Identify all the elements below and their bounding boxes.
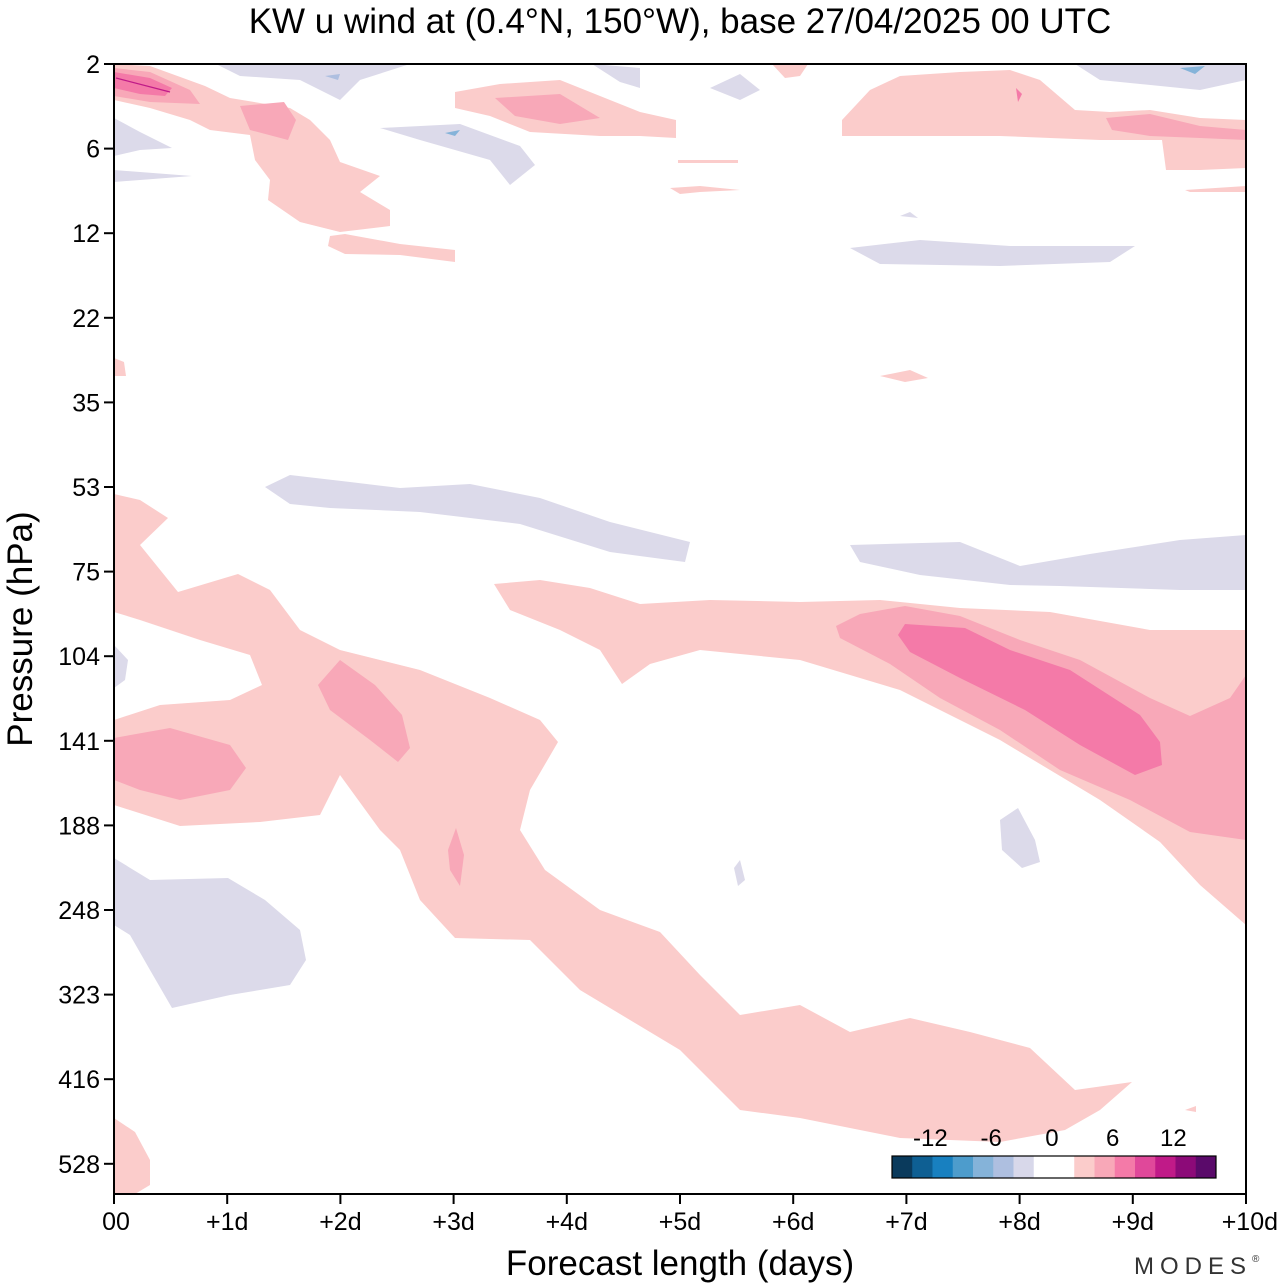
y-tick-label: 12 xyxy=(72,220,100,248)
y-axis-label: Pressure (hPa) xyxy=(1,511,40,746)
y-tick-label: 35 xyxy=(72,389,100,417)
colorbar-swatch xyxy=(1195,1156,1217,1178)
contour-positive-top-left xyxy=(114,64,390,232)
x-tick-label: +3d xyxy=(432,1208,474,1236)
contour-negative-l2-dot-a xyxy=(325,74,340,80)
colorbar-swatch xyxy=(892,1156,913,1178)
y-tick-label: 2 xyxy=(86,51,100,79)
y-tick-label: 6 xyxy=(86,136,100,164)
contour-positive-small-6hpa-a xyxy=(678,160,738,163)
contour-positive-lower-left-corner xyxy=(114,1118,150,1194)
contour-negative-top-right xyxy=(1075,64,1246,90)
colorbar-frame xyxy=(891,1155,1217,1179)
x-tick-label: +8d xyxy=(998,1208,1040,1236)
colorbar-swatch xyxy=(1033,1156,1055,1178)
contour-negative-l2-dot-b xyxy=(445,130,460,136)
x-axis-label: Forecast length (days) xyxy=(506,1244,854,1283)
colorbar-label: -6 xyxy=(980,1125,1001,1152)
x-tick-label: +5d xyxy=(659,1208,701,1236)
colorbar-label: 6 xyxy=(1106,1125,1119,1152)
contour-negative-upper-left-b xyxy=(114,170,192,182)
contour-positive-l2-3d xyxy=(448,828,464,886)
brand-registered-mark: ® xyxy=(1252,1254,1260,1265)
y-tick-label: 416 xyxy=(58,1066,100,1094)
chart-title: KW u wind at (0.4°N, 150°W), base 27/04/… xyxy=(249,2,1112,41)
contour-positive-l2-upper-small xyxy=(240,102,296,140)
y-tick-label: 323 xyxy=(58,982,100,1010)
x-tick-label: +7d xyxy=(885,1208,927,1236)
brand-logo: MODES xyxy=(1134,1253,1252,1280)
colorbar-swatch xyxy=(1155,1156,1176,1178)
contour-positive-small-6hpa-b xyxy=(670,186,740,194)
x-tick-label: +6d xyxy=(772,1208,814,1236)
contour-negative-lower-left xyxy=(114,858,306,1008)
colorbar-label: 12 xyxy=(1160,1125,1187,1152)
y-tick-label: 248 xyxy=(58,897,100,925)
contour-positive-l2-upper-mid xyxy=(495,94,600,124)
contour-negative-left-104 xyxy=(114,645,128,688)
contour-positive-top-6d xyxy=(772,64,808,78)
contour-positive-l3-top-right-dot xyxy=(1016,88,1022,102)
contour-positive-l3-line xyxy=(115,77,171,93)
contour-field xyxy=(114,64,1246,1194)
x-tick-label: +10d xyxy=(1222,1208,1278,1236)
colorbar-swatch xyxy=(1074,1156,1095,1178)
colorbar-swatch xyxy=(1114,1156,1136,1178)
colorbar: -12 -6 0 6 12 xyxy=(891,1125,1217,1179)
contour-negative-top-strip xyxy=(216,64,410,100)
x-tick-label: 00 xyxy=(102,1208,130,1236)
colorbar-swatch xyxy=(952,1156,974,1178)
x-tick-label: +2d xyxy=(319,1208,361,1236)
contour-positive-l2-upper-right xyxy=(1106,114,1246,140)
x-axis: 00 +1d +2d +3d +4d +5d +6d +7d +8d +9d +10d xyxy=(102,1194,1278,1236)
y-tick-label: 188 xyxy=(58,812,100,840)
contour-negative-small-12 xyxy=(900,212,918,218)
y-tick-label: 75 xyxy=(72,559,100,587)
contour-negative-53hpa xyxy=(265,475,690,562)
contour-positive-upper-mid xyxy=(328,234,455,262)
x-tick-label: +9d xyxy=(1112,1208,1154,1236)
y-tick-label: 104 xyxy=(58,643,100,671)
contour-positive-l2-left-141 xyxy=(114,728,246,800)
colorbar-swatch xyxy=(973,1156,994,1178)
colorbar-swatch xyxy=(912,1156,933,1178)
contour-positive-l3-top-left xyxy=(114,72,172,96)
contour-negative-top-mid-b xyxy=(710,74,760,100)
colorbar-label: 0 xyxy=(1045,1125,1058,1152)
contour-positive-l2-2d xyxy=(318,660,410,762)
contour-negative-small-right xyxy=(1000,808,1040,868)
colorbar-swatch xyxy=(1013,1156,1035,1178)
x-tick-label: +4d xyxy=(546,1208,588,1236)
contour-positive-small-left-35 xyxy=(114,358,126,376)
contour-positive-small-8d xyxy=(1185,186,1246,192)
contour-negative-75hpa xyxy=(850,535,1246,590)
contour-positive-small-416 xyxy=(1185,1106,1196,1112)
contour-negative-top-mid xyxy=(592,64,640,88)
y-tick-label: 22 xyxy=(72,305,100,333)
colorbar-swatch xyxy=(932,1156,954,1178)
y-tick-label: 53 xyxy=(72,474,100,502)
contour-negative-l2-dot-c xyxy=(1180,66,1205,74)
contour-positive-small-35 xyxy=(880,370,928,382)
contour-negative-small-mid xyxy=(734,860,745,886)
colorbar-swatch xyxy=(993,1156,1014,1178)
colorbar-swatch xyxy=(1175,1156,1197,1178)
colorbar-label: -12 xyxy=(913,1125,948,1152)
contour-negative-mid-right xyxy=(850,240,1135,266)
colorbar-swatch xyxy=(1094,1156,1116,1178)
contour-negative-upper-left xyxy=(114,118,172,156)
y-tick-label: 528 xyxy=(58,1151,100,1179)
contour-positive-main-band xyxy=(114,494,1132,1142)
colorbar-swatch xyxy=(1054,1156,1075,1178)
contour-positive-upper-right xyxy=(842,70,1246,170)
colorbar-swatch xyxy=(1135,1156,1156,1178)
y-axis: 2 6 12 22 35 53 75 104 141 188 248 323 416 528 xyxy=(58,51,114,1179)
contour-negative-upper-mid xyxy=(380,124,535,185)
x-tick-label: +1d xyxy=(206,1208,248,1236)
contour-positive-l3-right xyxy=(898,624,1162,775)
y-tick-label: 141 xyxy=(58,728,100,756)
